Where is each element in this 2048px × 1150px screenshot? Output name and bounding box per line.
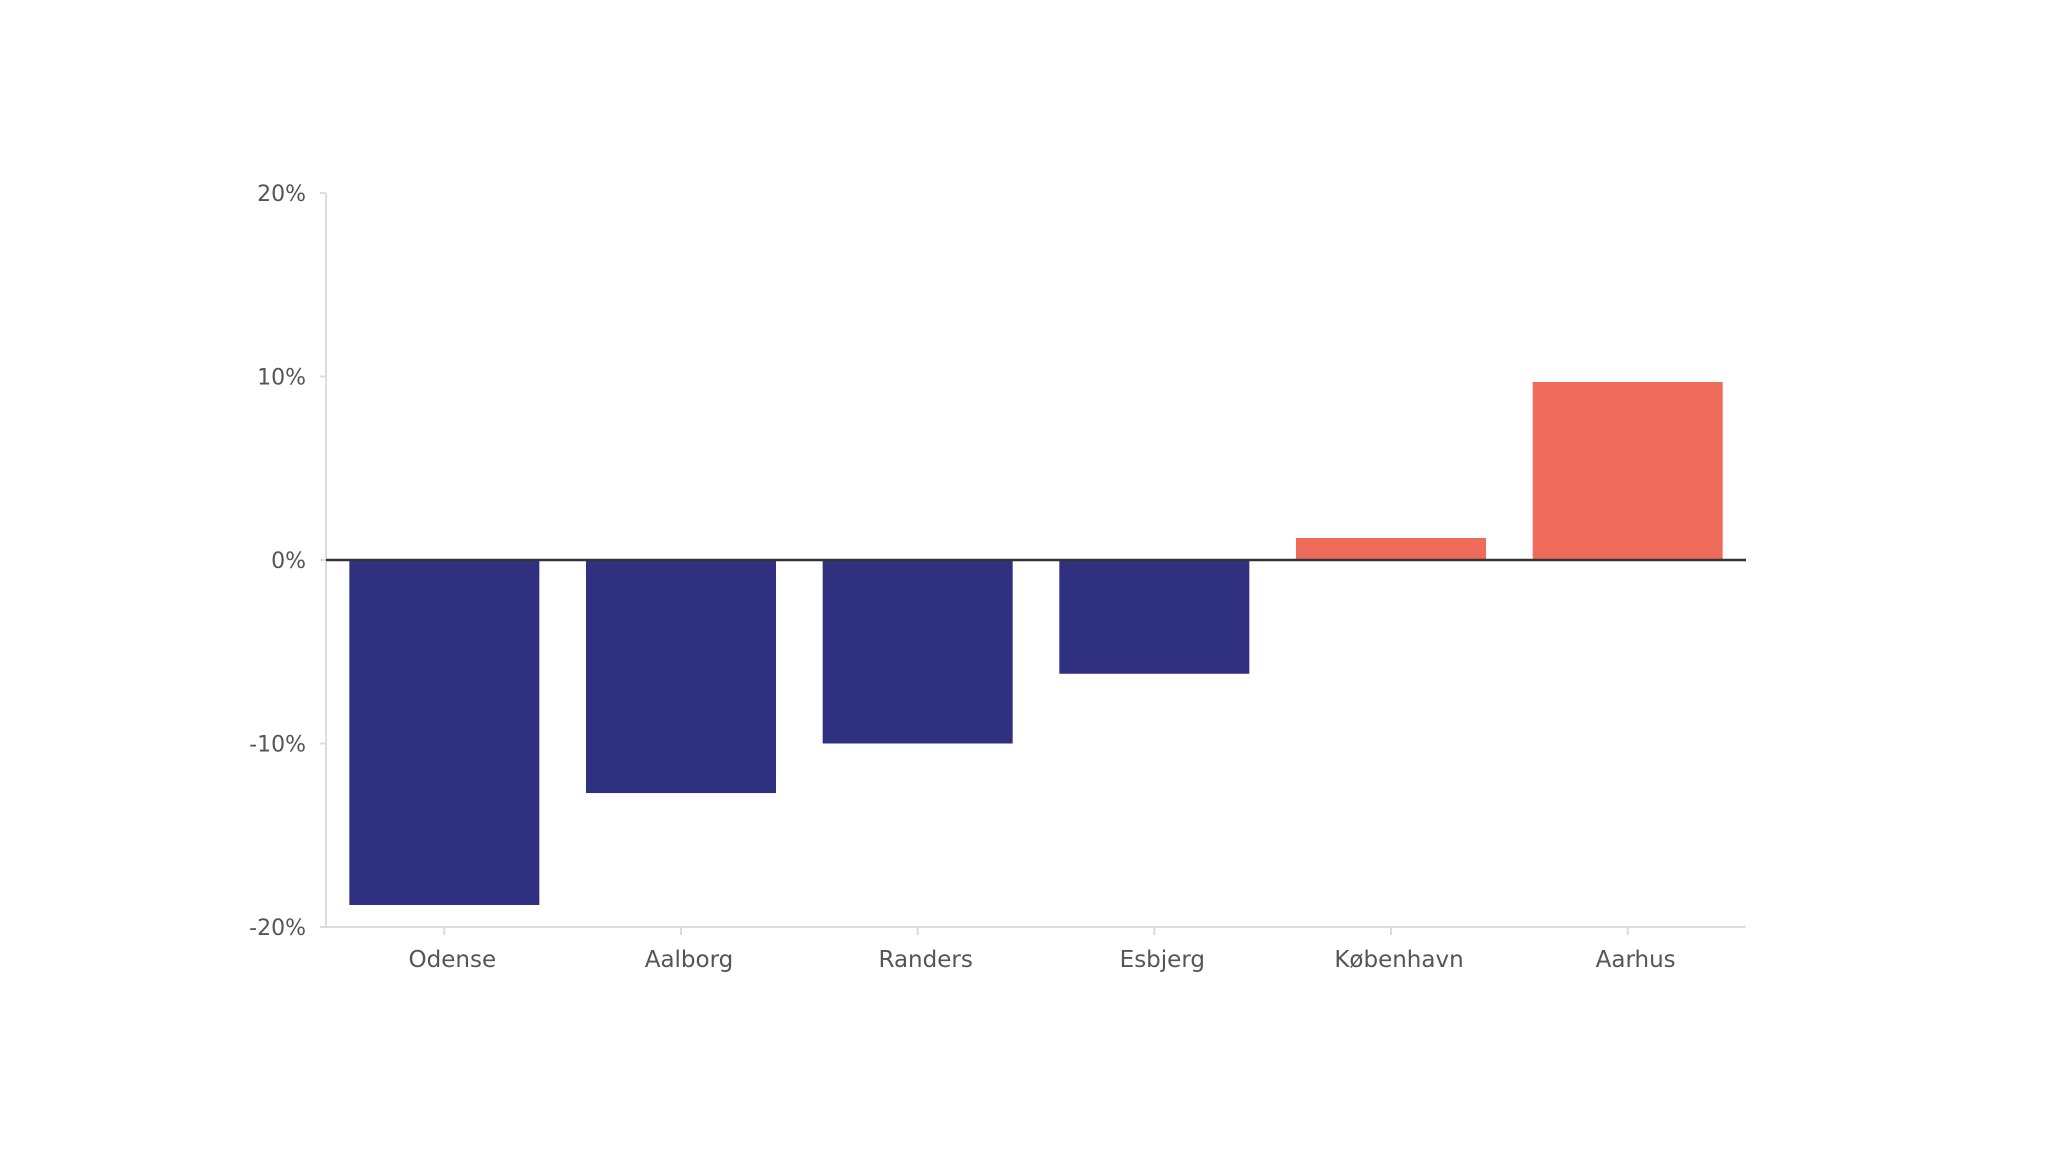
- bar-esbjerg: [1059, 560, 1250, 674]
- y-tick-label: 20%: [257, 182, 306, 207]
- y-tick-label: -20%: [249, 916, 306, 941]
- bar-aarhus: [1532, 382, 1723, 560]
- bars: [349, 382, 1723, 905]
- x-category-label: Aalborg: [645, 947, 734, 973]
- category-labels: Odense Aalborg Randers Esbjerg København Aarh…: [409, 947, 1676, 973]
- y-tick-label: -10%: [249, 733, 306, 758]
- x-category-label: Randers: [878, 947, 972, 973]
- x-category-label: Esbjerg: [1120, 947, 1205, 973]
- bar-randers: [822, 560, 1013, 744]
- x-category-label: København: [1334, 947, 1463, 973]
- bar-aalborg: [586, 560, 776, 794]
- x-category-label: Aarhus: [1596, 947, 1676, 973]
- bar-odense: [349, 560, 540, 905]
- y-tick-label: 10%: [257, 366, 306, 391]
- x-category-label: Odense: [409, 947, 497, 973]
- x-axis: [326, 926, 1746, 935]
- y-tick-label: 0%: [271, 549, 306, 574]
- bar-københavn: [1296, 537, 1486, 560]
- y-axis: 20% 10% 0% -10% -20%: [249, 182, 327, 941]
